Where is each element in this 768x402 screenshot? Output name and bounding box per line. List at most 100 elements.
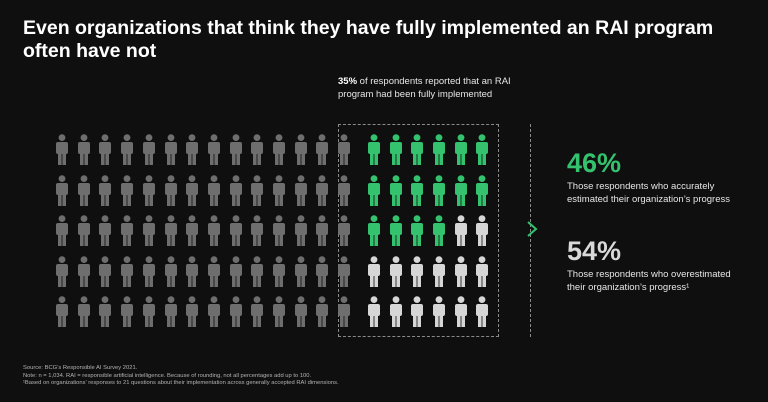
respondent-figure bbox=[229, 255, 242, 287]
footnote-1: ¹Based on organizations’ responses to 21… bbox=[23, 380, 339, 386]
respondent-figure bbox=[99, 296, 112, 327]
accurate-figure bbox=[432, 215, 445, 246]
callout-text: 35% of respondents reported that an RAI … bbox=[338, 75, 528, 101]
respondent-figure bbox=[294, 296, 307, 327]
respondent-figure bbox=[164, 296, 177, 327]
overestimated-figure bbox=[432, 255, 445, 287]
respondent-figure bbox=[251, 134, 264, 165]
accurate-figure bbox=[411, 215, 424, 246]
respondent-figure bbox=[229, 134, 242, 165]
overestimated-figure bbox=[367, 255, 380, 287]
respondent-figure bbox=[229, 296, 242, 327]
chevron-right-icon bbox=[527, 221, 538, 237]
respondent-figure bbox=[186, 255, 199, 287]
respondent-figure bbox=[229, 174, 242, 206]
respondent-figure bbox=[164, 134, 177, 165]
respondent-figure bbox=[77, 174, 90, 206]
respondent-figure bbox=[99, 134, 112, 165]
respondent-figure bbox=[56, 296, 68, 327]
respondent-figure bbox=[273, 296, 285, 327]
respondent-figure bbox=[186, 134, 199, 165]
respondent-figure bbox=[142, 215, 155, 246]
overestimated-figure bbox=[454, 215, 467, 246]
pictogram-grid bbox=[56, 134, 496, 334]
respondent-figure bbox=[229, 215, 242, 246]
accurate-figure bbox=[367, 174, 380, 206]
respondent-figure bbox=[77, 255, 90, 287]
divider-line bbox=[530, 124, 531, 337]
overestimated-figure bbox=[432, 296, 445, 327]
respondent-figure bbox=[316, 134, 329, 165]
stat-accurate: 46% Those respondents who accurately est… bbox=[567, 148, 747, 206]
respondent-figure bbox=[121, 255, 134, 287]
respondent-figure bbox=[121, 134, 134, 165]
accurate-figure bbox=[432, 174, 445, 206]
accurate-figure bbox=[476, 134, 489, 165]
respondent-figure bbox=[207, 296, 220, 327]
respondent-figure bbox=[251, 174, 264, 206]
respondent-figure bbox=[56, 174, 68, 206]
respondent-figure bbox=[316, 174, 329, 206]
respondent-figure bbox=[186, 296, 199, 327]
respondent-figure bbox=[56, 215, 68, 246]
stat-overestimated-percent: 54% bbox=[567, 236, 622, 266]
stat-overestimated: 54% Those respondents who overestimated … bbox=[567, 236, 747, 294]
stat-accurate-description: Those respondents who accurately estimat… bbox=[567, 181, 730, 205]
respondent-figure bbox=[164, 174, 177, 206]
respondent-figure bbox=[186, 174, 199, 206]
overestimated-figure bbox=[476, 296, 489, 327]
chart-title: Even organizations that think they have … bbox=[23, 17, 714, 62]
accurate-figure bbox=[367, 134, 380, 165]
respondent-figure bbox=[338, 255, 351, 287]
respondent-figure bbox=[164, 255, 177, 287]
footnote-note: Note: n = 1,034. RAI = responsible artif… bbox=[23, 372, 312, 379]
accurate-figure bbox=[411, 134, 424, 165]
accurate-figure bbox=[389, 215, 402, 246]
respondent-figure bbox=[273, 215, 285, 246]
accurate-figure bbox=[454, 134, 467, 165]
respondent-figure bbox=[186, 215, 199, 246]
respondent-figure bbox=[121, 174, 134, 206]
respondent-figure bbox=[273, 174, 285, 206]
accurate-figure bbox=[454, 174, 467, 206]
respondent-figure bbox=[77, 215, 90, 246]
respondent-figure bbox=[142, 255, 155, 287]
respondent-figure bbox=[207, 215, 220, 246]
callout-description: of respondents reported that an RAI prog… bbox=[338, 76, 511, 100]
accurate-figure bbox=[367, 215, 380, 246]
respondent-figure bbox=[77, 134, 90, 165]
overestimated-figure bbox=[411, 296, 424, 327]
respondent-figure bbox=[142, 174, 155, 206]
respondent-figure bbox=[294, 255, 307, 287]
accurate-figure bbox=[389, 174, 402, 206]
respondent-figure bbox=[77, 296, 90, 327]
respondent-figure bbox=[294, 174, 307, 206]
overestimated-figure bbox=[454, 255, 467, 287]
respondent-figure bbox=[273, 134, 285, 165]
respondent-figure bbox=[207, 255, 220, 287]
respondent-figure bbox=[99, 255, 112, 287]
respondent-figure bbox=[251, 255, 264, 287]
accurate-figure bbox=[432, 134, 445, 165]
overestimated-figure bbox=[367, 296, 380, 327]
stat-accurate-percent: 46% bbox=[567, 148, 622, 178]
respondent-figure bbox=[338, 215, 351, 246]
accurate-figure bbox=[389, 134, 402, 165]
respondent-figure bbox=[99, 215, 112, 246]
overestimated-figure bbox=[476, 255, 489, 287]
overestimated-figure bbox=[476, 215, 489, 246]
stat-overestimated-description: Those respondents who overestimated thei… bbox=[567, 269, 731, 293]
overestimated-figure bbox=[389, 255, 402, 287]
respondent-figure bbox=[251, 296, 264, 327]
respondent-figure bbox=[273, 255, 285, 287]
respondent-figure bbox=[251, 215, 264, 246]
respondent-figure bbox=[316, 215, 329, 246]
respondent-figure bbox=[316, 296, 329, 327]
footnote-source: Source: BCG’s Responsible AI Survey 2021… bbox=[23, 365, 138, 371]
respondent-figure bbox=[338, 174, 351, 206]
callout-percent: 35% bbox=[338, 76, 358, 87]
respondent-figure bbox=[121, 215, 134, 246]
respondent-figure bbox=[207, 134, 220, 165]
respondent-figure bbox=[56, 255, 68, 287]
overestimated-figure bbox=[389, 296, 402, 327]
